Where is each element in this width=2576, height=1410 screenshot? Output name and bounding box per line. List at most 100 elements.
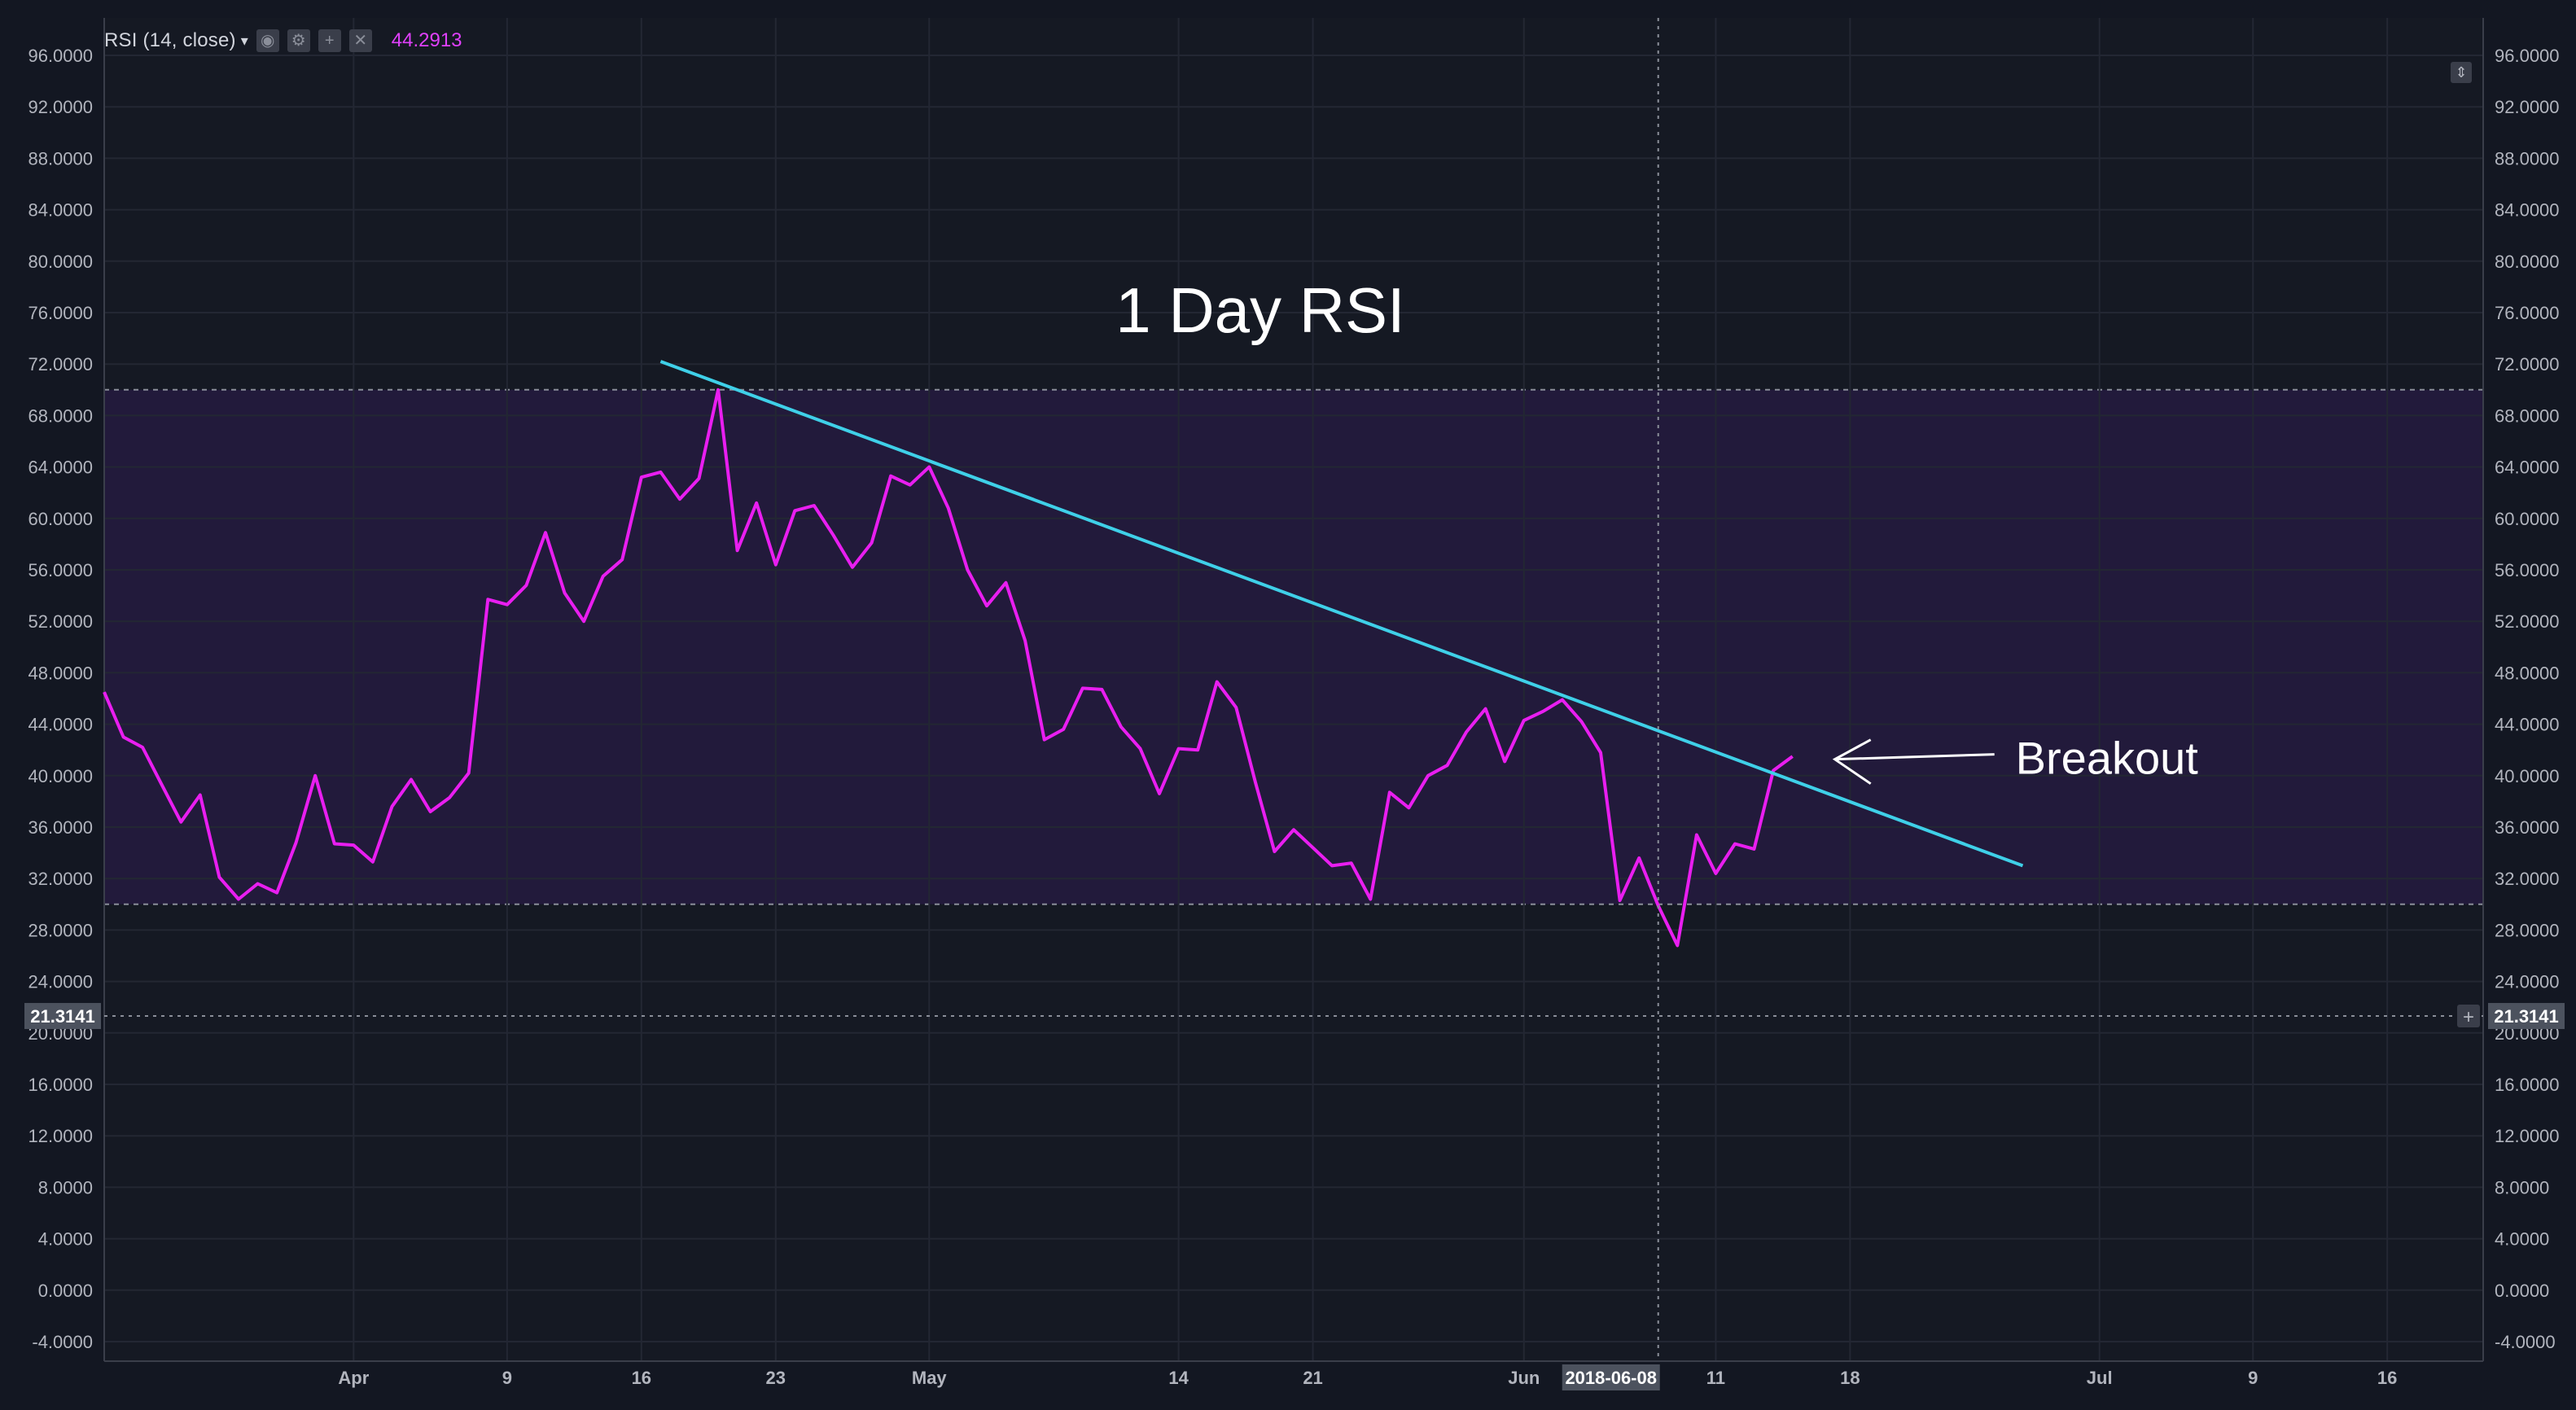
y-tick-label-left: 60.0000 xyxy=(28,509,93,529)
y-tick-label-right: 12.0000 xyxy=(2495,1126,2560,1146)
rsi-point xyxy=(353,845,354,846)
y-tick-label-left: 28.0000 xyxy=(28,920,93,940)
rsi-point xyxy=(142,747,143,748)
y-tick-label-left: 84.0000 xyxy=(28,200,93,221)
rsi-point xyxy=(238,899,239,900)
y-tick-label-right: 96.0000 xyxy=(2495,46,2560,66)
x-tick-label: Apr xyxy=(338,1368,369,1388)
rsi-point xyxy=(679,499,680,500)
y-tick-label-left: 44.0000 xyxy=(28,715,93,735)
close-icon[interactable]: ✕ xyxy=(348,29,372,52)
rsi-point xyxy=(334,843,335,844)
rsi-point xyxy=(161,784,162,785)
rsi-point xyxy=(1120,726,1121,727)
rsi-point xyxy=(1792,756,1793,757)
rsi-point xyxy=(909,484,910,485)
resistance-trendline xyxy=(659,360,2024,868)
rsi-point xyxy=(315,775,316,776)
rsi-point xyxy=(1044,739,1045,740)
rsi-point xyxy=(219,877,220,878)
caret-down-icon[interactable]: ▾ xyxy=(240,32,248,49)
rsi-point xyxy=(257,883,258,884)
rsi-point xyxy=(1696,834,1697,835)
rsi-point xyxy=(1216,681,1217,682)
scale-toggle-icon[interactable]: ⇕ xyxy=(2451,62,2472,83)
y-tick-label-right: 36.0000 xyxy=(2495,817,2560,838)
rsi-point xyxy=(104,692,105,693)
y-tick-label-left: 72.0000 xyxy=(28,354,93,374)
rsi-point xyxy=(1236,707,1237,708)
crosshair-price-label-right: 21.3141 xyxy=(2494,1006,2559,1027)
y-tick-label-left: 80.0000 xyxy=(28,252,93,272)
rsi-point xyxy=(967,570,968,571)
x-tick-label: 9 xyxy=(502,1368,512,1388)
y-tick-label-right: 28.0000 xyxy=(2495,920,2560,940)
rsi-point xyxy=(775,564,776,565)
rsi-point xyxy=(411,779,412,780)
rsi-point xyxy=(1619,900,1620,901)
y-tick-label-left: -4.0000 xyxy=(32,1332,93,1352)
x-tick-label: Jun xyxy=(1508,1368,1540,1388)
rsi-point xyxy=(891,475,892,476)
rsi-point xyxy=(1082,688,1083,689)
rsi-point xyxy=(123,737,124,738)
rsi-point xyxy=(277,892,278,893)
eye-icon[interactable]: ◉ xyxy=(256,29,279,52)
indicator-name[interactable]: RSI (14, close) xyxy=(104,29,236,51)
crosshair-price-box-right xyxy=(2488,1003,2565,1030)
y-tick-label-right: 8.0000 xyxy=(2495,1177,2549,1198)
x-tick-label: Jul xyxy=(2087,1368,2113,1388)
y-tick-label-right: 16.0000 xyxy=(2495,1075,2560,1095)
rsi-point xyxy=(833,535,834,536)
indicator-value: 44.2913 xyxy=(391,29,462,51)
annotation-breakout: Breakout xyxy=(2016,733,2199,784)
y-tick-label-right: 68.0000 xyxy=(2495,405,2560,426)
x-tick-label: 18 xyxy=(1840,1368,1860,1388)
rsi-point xyxy=(1427,775,1428,776)
crosshair-plus-glyph: + xyxy=(2463,1006,2474,1028)
rsi-point xyxy=(1773,770,1774,771)
rsi-line xyxy=(103,388,1794,948)
rsi-point xyxy=(871,542,872,543)
y-tick-label-right: 48.0000 xyxy=(2495,663,2560,683)
plus-icon[interactable]: + xyxy=(318,29,341,52)
rsi-point xyxy=(372,861,373,862)
annotation-arrow-shaft xyxy=(1834,753,1995,761)
y-tick-label-left: 76.0000 xyxy=(28,303,93,323)
y-tick-label-right: 76.0000 xyxy=(2495,303,2560,323)
x-tick-label: 14 xyxy=(1168,1368,1189,1388)
y-tick-label-left: 92.0000 xyxy=(28,97,93,117)
y-tick-label-right: 64.0000 xyxy=(2495,458,2560,478)
rsi-point xyxy=(756,502,757,503)
rsi-point xyxy=(1754,848,1755,849)
rsi-point xyxy=(1466,732,1467,733)
y-tick-label-left: 64.0000 xyxy=(28,458,93,478)
settings-icon[interactable]: ⚙ xyxy=(287,29,310,52)
y-tick-label-right: 88.0000 xyxy=(2495,148,2560,169)
y-tick-label-left: 32.0000 xyxy=(28,869,93,889)
x-tick-label: 16 xyxy=(2377,1368,2397,1388)
crosshair-price-label-left: 21.3141 xyxy=(30,1006,95,1027)
y-tick-label-left: 56.0000 xyxy=(28,560,93,580)
y-tick-label-left: 16.0000 xyxy=(28,1075,93,1095)
crosshair-date-box xyxy=(1562,1364,1660,1390)
annotation-arrow-head xyxy=(1832,738,1872,785)
y-tick-label-left: 96.0000 xyxy=(28,46,93,66)
rsi-point xyxy=(737,550,738,551)
rsi-point xyxy=(622,559,623,560)
rsi-point xyxy=(1639,857,1640,858)
rsi-point xyxy=(1025,640,1026,641)
axes: 96.0000 96.0000 92.0000 92.0000 88.0000 88.00… xyxy=(28,18,2560,1388)
x-tick-label: 11 xyxy=(1706,1368,1725,1388)
rsi-point xyxy=(929,466,930,467)
rsi-point xyxy=(1485,708,1486,709)
y-tick-label-right: 0.0000 xyxy=(2495,1281,2549,1301)
rsi-point xyxy=(1332,865,1333,866)
rsi-point xyxy=(1677,945,1678,946)
y-tick-label-left: 8.0000 xyxy=(38,1177,93,1198)
y-tick-label-right: 52.0000 xyxy=(2495,611,2560,632)
y-tick-label-left: 0.0000 xyxy=(38,1281,93,1301)
rsi-point xyxy=(1159,793,1160,794)
rsi-point xyxy=(506,604,507,605)
y-tick-label-left: 12.0000 xyxy=(28,1126,93,1146)
